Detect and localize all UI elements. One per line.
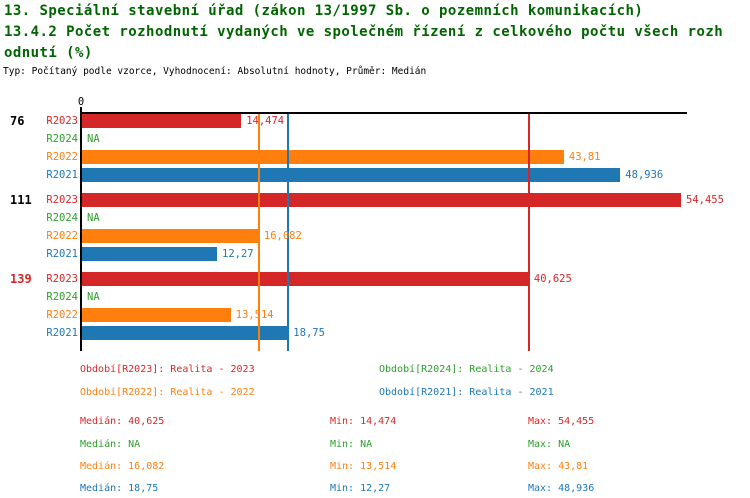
median-line-r2022 bbox=[257, 114, 260, 351]
na-label: NA bbox=[87, 291, 100, 303]
stat-max-r2021: Max: 48,936 bbox=[528, 483, 595, 494]
stat-min-r2021: Min: 12,27 bbox=[330, 483, 391, 494]
y-axis-line bbox=[80, 107, 82, 351]
bar-value-label: 18,75 bbox=[293, 327, 325, 339]
stat-median-r2024: Medián: NA bbox=[80, 439, 141, 450]
series-label: R2023 bbox=[46, 273, 78, 285]
bar bbox=[82, 247, 217, 261]
bar-value-label: 14,474 bbox=[246, 115, 285, 127]
page-title-line-2: 13.4.2 Počet rozhodnutí vydaných ve spol… bbox=[4, 24, 724, 40]
series-label: R2023 bbox=[46, 115, 78, 127]
series-label: R2021 bbox=[46, 327, 78, 339]
bar-chart: 0 76 R2023 14,474 R2024 NA R2022 43,81 R2021 48,… bbox=[10, 96, 724, 351]
legend-item-r2024: Období[R2024]: Realita - 2024 bbox=[379, 364, 554, 375]
stat-median-r2021: Medián: 18,75 bbox=[80, 483, 159, 494]
series-label: R2023 bbox=[46, 194, 78, 206]
series-label: R2022 bbox=[46, 151, 78, 163]
bar bbox=[82, 150, 564, 164]
stat-min-r2022: Min: 13,514 bbox=[330, 461, 397, 472]
page-title-line-3: odnutí (%) bbox=[4, 45, 93, 61]
bar bbox=[82, 114, 242, 128]
bar bbox=[82, 308, 231, 322]
stat-min-r2023: Min: 14,474 bbox=[330, 416, 397, 427]
series-label: R2021 bbox=[46, 169, 78, 181]
legend-item-r2023: Období[R2023]: Realita - 2023 bbox=[80, 364, 255, 375]
series-label: R2021 bbox=[46, 248, 78, 260]
legend-item-r2022: Období[R2022]: Realita - 2022 bbox=[80, 387, 255, 398]
bar-value-label: 16,082 bbox=[263, 230, 302, 242]
series-label: R2022 bbox=[46, 230, 78, 242]
bar bbox=[82, 326, 289, 340]
bar bbox=[82, 168, 621, 182]
bar-value-label: 13,514 bbox=[235, 309, 274, 321]
bar bbox=[82, 229, 259, 243]
bar-value-label: 48,936 bbox=[625, 169, 664, 181]
page-title-line-1: 13. Speciální stavební úřad (zákon 13/19… bbox=[4, 3, 644, 19]
group-label: 111 bbox=[10, 193, 32, 207]
na-label: NA bbox=[87, 212, 100, 224]
na-label: NA bbox=[87, 133, 100, 145]
stat-max-r2022: Max: 43,81 bbox=[528, 461, 589, 472]
legend-item-r2021: Období[R2021]: Realita - 2021 bbox=[379, 387, 554, 398]
stat-median-r2022: Medián: 16,082 bbox=[80, 461, 165, 472]
median-line-r2021 bbox=[287, 114, 290, 351]
bar-value-label: 12,27 bbox=[222, 248, 254, 260]
series-label: R2024 bbox=[46, 212, 78, 224]
median-line-r2023 bbox=[527, 114, 530, 351]
chart-meta-info: Typ: Počítaný podle vzorce, Vyhodnocení:… bbox=[3, 66, 427, 77]
stat-min-r2024: Min: NA bbox=[330, 439, 373, 450]
series-label: R2024 bbox=[46, 291, 78, 303]
bar bbox=[82, 193, 681, 207]
bar bbox=[82, 272, 529, 286]
group-label: 76 bbox=[10, 114, 25, 128]
stat-max-r2024: Max: NA bbox=[528, 439, 571, 450]
stat-max-r2023: Max: 54,455 bbox=[528, 416, 595, 427]
x-axis-zero-label: 0 bbox=[77, 96, 85, 108]
bar-value-label: 54,455 bbox=[686, 194, 724, 206]
series-label: R2022 bbox=[46, 309, 78, 321]
stat-median-r2023: Medián: 40,625 bbox=[80, 416, 165, 427]
bar-value-label: 43,81 bbox=[568, 151, 601, 163]
series-label: R2024 bbox=[46, 133, 78, 145]
group-label: 139 bbox=[10, 272, 32, 286]
x-axis-line bbox=[80, 112, 687, 114]
bar-value-label: 40,625 bbox=[533, 273, 572, 285]
